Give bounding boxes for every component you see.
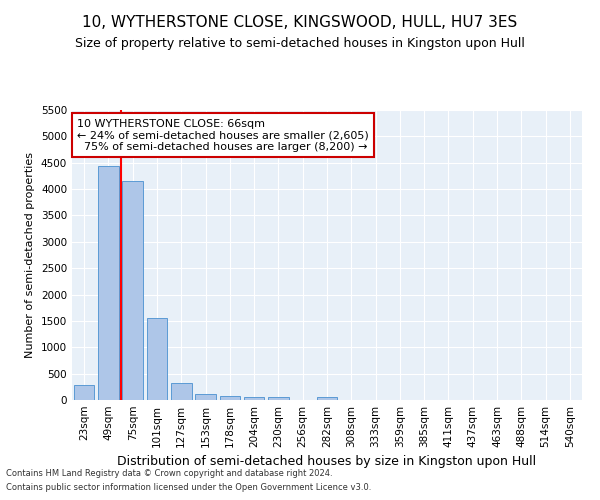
Y-axis label: Number of semi-detached properties: Number of semi-detached properties [25, 152, 35, 358]
Bar [122, 180, 143, 400]
Bar [317, 397, 337, 400]
Bar [74, 385, 94, 400]
Text: Contains HM Land Registry data © Crown copyright and database right 2024.: Contains HM Land Registry data © Crown c… [6, 468, 332, 477]
Bar [195, 394, 216, 400]
Text: 10, WYTHERSTONE CLOSE, KINGSWOOD, HULL, HU7 3ES: 10, WYTHERSTONE CLOSE, KINGSWOOD, HULL, … [82, 15, 518, 30]
Bar [146, 318, 167, 400]
Text: Contains public sector information licensed under the Open Government Licence v3: Contains public sector information licen… [6, 484, 371, 492]
Bar [98, 166, 119, 400]
Text: Size of property relative to semi-detached houses in Kingston upon Hull: Size of property relative to semi-detach… [75, 38, 525, 51]
X-axis label: Distribution of semi-detached houses by size in Kingston upon Hull: Distribution of semi-detached houses by … [118, 456, 536, 468]
Bar [220, 396, 240, 400]
Bar [171, 382, 191, 400]
Bar [268, 397, 289, 400]
Bar [244, 397, 265, 400]
Text: 10 WYTHERSTONE CLOSE: 66sqm
← 24% of semi-detached houses are smaller (2,605)
  : 10 WYTHERSTONE CLOSE: 66sqm ← 24% of sem… [77, 118, 369, 152]
